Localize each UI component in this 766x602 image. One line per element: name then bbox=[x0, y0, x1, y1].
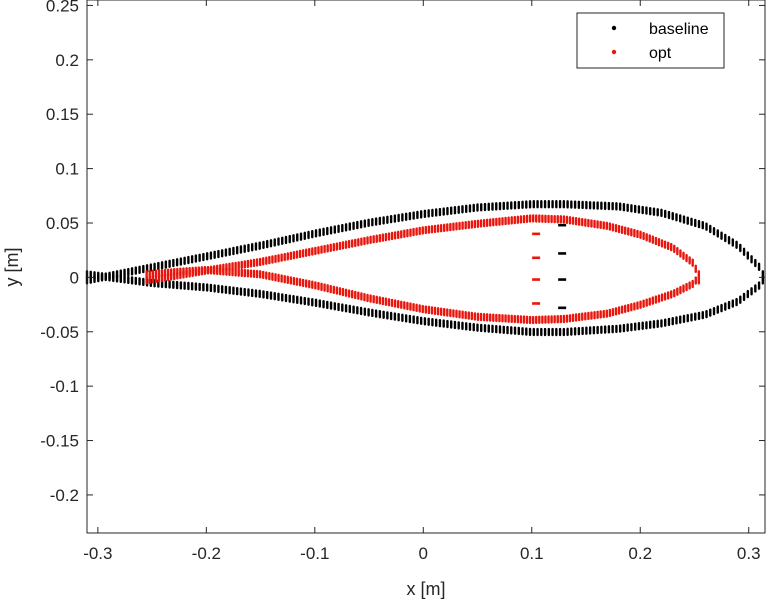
y-tick-label: 0.1 bbox=[55, 160, 79, 179]
legend-box bbox=[576, 12, 725, 69]
y-tick-label: -0.2 bbox=[50, 486, 79, 505]
legend-label-baseline: baseline bbox=[649, 21, 709, 38]
y-tick-label: -0.1 bbox=[50, 377, 79, 396]
x-axis-ticks: -0.3 -0.2 -0.1 0 0.1 0.2 0.3 bbox=[83, 0, 761, 563]
x-tick-label: 0 bbox=[419, 544, 428, 563]
series-baseline bbox=[85, 200, 765, 337]
series-layer bbox=[85, 200, 765, 337]
x-tick-label: -0.2 bbox=[192, 544, 221, 563]
y-tick-label: 0.25 bbox=[46, 0, 79, 15]
legend-marker-opt bbox=[611, 49, 617, 55]
axes-background bbox=[87, 0, 765, 533]
legend: baseline opt bbox=[576, 12, 725, 69]
x-tick-label: 0.2 bbox=[628, 544, 652, 563]
legend-marker-baseline bbox=[611, 25, 617, 31]
x-tick-label: -0.3 bbox=[83, 544, 112, 563]
y-tick-label: 0.05 bbox=[46, 214, 79, 233]
series-opt bbox=[145, 214, 701, 325]
y-tick-label: -0.15 bbox=[40, 432, 79, 451]
x-tick-label: -0.1 bbox=[300, 544, 329, 563]
x-tick-label: 0.1 bbox=[520, 544, 544, 563]
y-axis-label: y [m] bbox=[2, 248, 22, 287]
y-axis-ticks: 0.25 0.2 0.15 0.1 0.05 0 -0.05 -0.1 -0.15 -0.2 bbox=[40, 0, 765, 505]
y-tick-label: 0.15 bbox=[46, 105, 79, 124]
y-tick-label: -0.05 bbox=[40, 323, 79, 342]
x-tick-label: 0.3 bbox=[737, 544, 761, 563]
y-tick-label: 0.2 bbox=[55, 51, 79, 70]
y-tick-label: 0 bbox=[70, 268, 79, 287]
axes-frame bbox=[86, 0, 766, 534]
x-axis-label: x [m] bbox=[407, 579, 446, 599]
legend-label-opt: opt bbox=[649, 45, 672, 62]
